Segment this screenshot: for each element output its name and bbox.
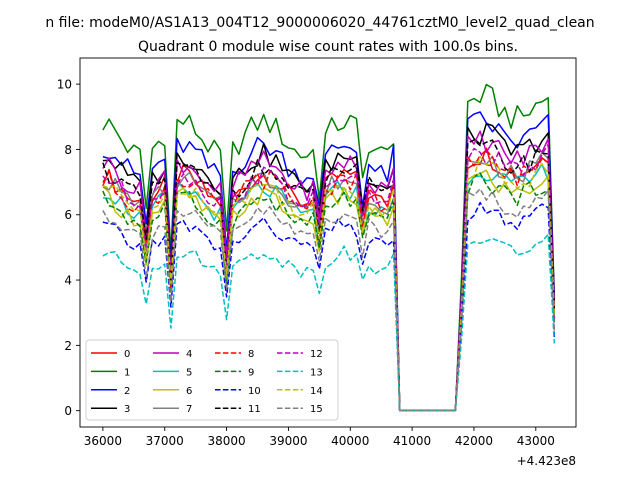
x-axis: 36000 37000 38000 39000 40000 41000 42000 43000 <box>84 427 555 448</box>
y-tick-label: 2 <box>64 339 72 353</box>
x-tick-label: 37000 <box>146 434 184 448</box>
legend-label-3: 3 <box>124 404 130 415</box>
legend-label-1: 1 <box>124 367 130 378</box>
x-tick-label: 43000 <box>517 434 555 448</box>
x-tick-label: 41000 <box>393 434 431 448</box>
legend-label-6: 6 <box>186 386 192 397</box>
x-tick-label: 36000 <box>84 434 122 448</box>
y-tick-label: 6 <box>64 208 72 222</box>
y-axis: 0 2 4 6 8 10 <box>57 78 80 418</box>
plot-frame <box>79 57 577 428</box>
legend-label-8: 8 <box>248 349 254 360</box>
series-line-4 <box>102 130 556 412</box>
series-line-6 <box>102 169 556 412</box>
series-line-13 <box>102 233 556 412</box>
legend-label-7: 7 <box>186 404 192 415</box>
series-line-12 <box>102 143 556 412</box>
x-tick-label: 38000 <box>207 434 245 448</box>
legend-label-14: 14 <box>310 386 323 397</box>
series-line-7 <box>102 151 556 412</box>
series-line-3 <box>102 122 556 412</box>
legend-label-4: 4 <box>186 349 192 360</box>
series-line-11 <box>102 139 556 412</box>
series-line-9 <box>102 172 556 412</box>
legend-label-10: 10 <box>248 386 261 397</box>
series-line-14 <box>102 155 556 412</box>
series-line-1 <box>102 83 556 412</box>
series-line-10 <box>102 201 556 412</box>
legend-label-13: 13 <box>310 367 323 378</box>
series-line-8 <box>102 149 556 412</box>
legend-label-11: 11 <box>248 404 261 415</box>
x-tick-label: 39000 <box>269 434 307 448</box>
legend-label-12: 12 <box>310 349 323 360</box>
series-line-15 <box>102 188 556 412</box>
legend-box <box>85 339 339 421</box>
x-offset-label: +4.423e8 <box>517 454 576 468</box>
legend-label-15: 15 <box>310 404 323 415</box>
y-tick-label: 0 <box>64 404 72 418</box>
series-layer <box>102 83 556 412</box>
legend-label-2: 2 <box>124 386 130 397</box>
axes-title: Quadrant 0 module wise count rates with … <box>138 39 518 55</box>
y-tick-label: 8 <box>64 143 72 157</box>
x-tick-label: 42000 <box>455 434 493 448</box>
series-line-2 <box>102 111 556 412</box>
legend-label-0: 0 <box>124 349 130 360</box>
y-tick-label: 4 <box>64 274 72 288</box>
y-tick-label: 10 <box>57 78 72 92</box>
legend-label-9: 9 <box>248 367 254 378</box>
x-tick-label: 40000 <box>331 434 369 448</box>
figure-suptitle: n file: modeM0/AS1A13_004T12_9000006020_… <box>45 15 594 31</box>
legend-label-5: 5 <box>186 367 192 378</box>
